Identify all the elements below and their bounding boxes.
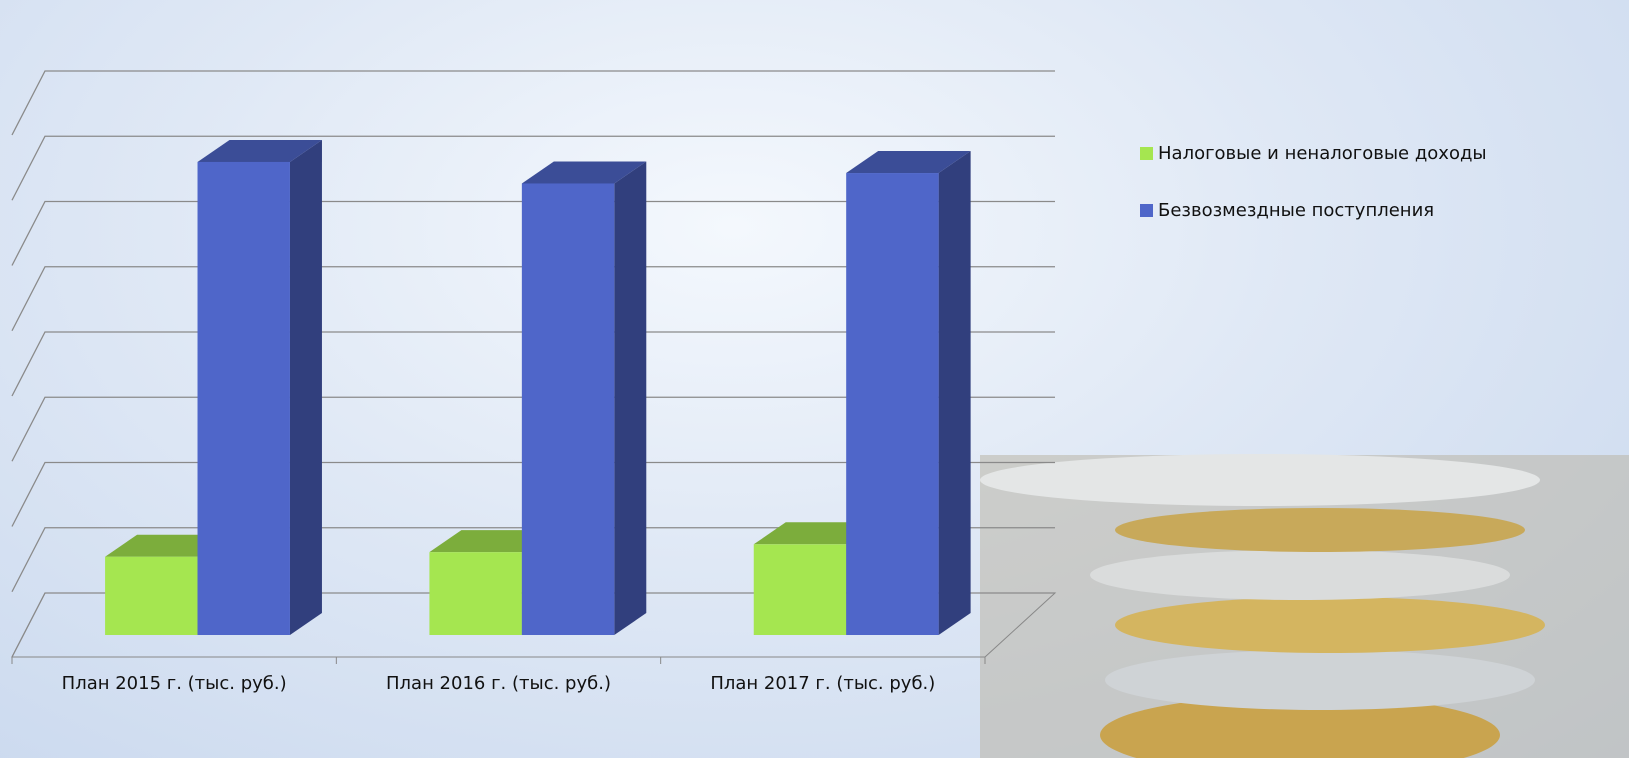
grid-line <box>11 592 1055 658</box>
grid-line <box>11 200 1055 266</box>
legend-item: Налоговые и неналоговые доходы <box>1140 143 1487 164</box>
grid-line <box>11 331 1055 397</box>
bar <box>846 173 939 635</box>
bar <box>753 544 847 635</box>
legend-label: Налоговые и неналоговые доходы <box>1158 143 1487 164</box>
grid-line <box>11 266 1055 332</box>
legend-swatch <box>1140 204 1153 217</box>
bar-side <box>938 151 971 635</box>
bar <box>197 161 290 635</box>
bar-top <box>197 139 322 162</box>
bar-side <box>614 161 647 635</box>
legend-swatch <box>1140 147 1153 160</box>
bar-top <box>846 151 971 174</box>
legend-item: Безвозмездные поступления <box>1140 200 1434 221</box>
x-tick-label: План 2017 г. (тыс. руб.) <box>710 673 936 694</box>
x-tick-label: План 2015 г. (тыс. руб.) <box>61 673 287 694</box>
grid-line <box>11 135 1055 201</box>
bar <box>429 552 522 635</box>
bar-side <box>289 139 322 635</box>
x-tick-label: План 2016 г. (тыс. руб.) <box>386 673 611 694</box>
grid-line <box>11 461 1055 527</box>
legend-label: Безвозмездные поступления <box>1158 200 1435 221</box>
grid-line <box>11 70 1055 136</box>
bar <box>521 183 615 635</box>
grid-line <box>11 396 1055 462</box>
bar <box>105 556 198 635</box>
grid-line <box>11 527 1055 593</box>
bar-top <box>521 161 647 184</box>
coins <box>980 454 1629 758</box>
